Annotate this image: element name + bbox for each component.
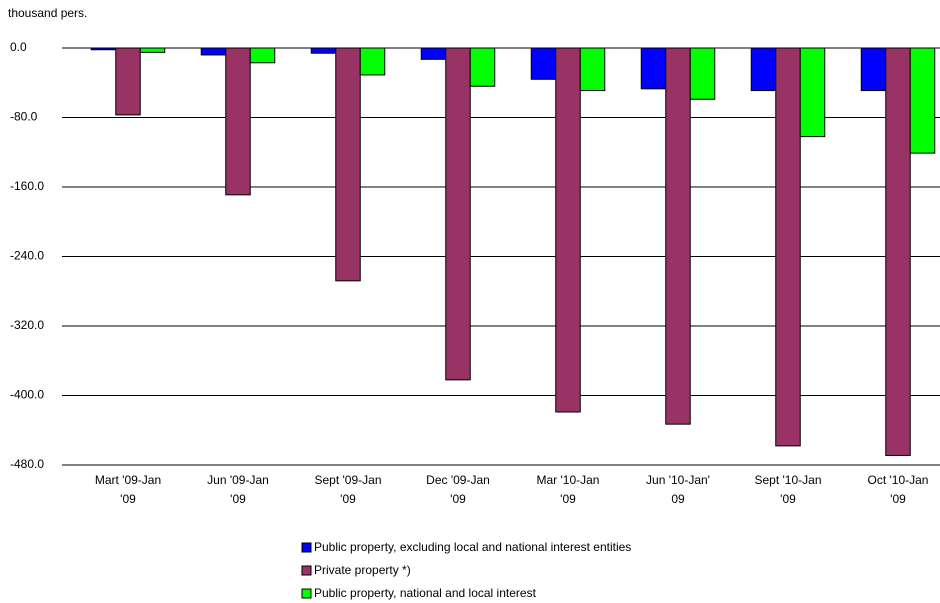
x-tick-label: Mart '09-Jan — [95, 473, 161, 487]
bar — [139, 47, 166, 53]
bar — [750, 47, 777, 92]
bar — [885, 47, 911, 456]
bar — [249, 47, 276, 64]
x-tick-label: '09 — [780, 492, 796, 506]
bar — [579, 47, 606, 92]
bar — [445, 47, 471, 381]
y-tick-label: -80.0 — [10, 110, 38, 124]
bar — [310, 47, 337, 54]
legend-label: Private property *) — [314, 563, 411, 577]
x-tick-label: '09 — [890, 492, 906, 506]
x-tick-label: '09 — [120, 492, 136, 506]
x-tick-label: Dec '09-Jan — [426, 473, 490, 487]
bar — [200, 47, 227, 56]
legend-swatch — [301, 565, 312, 576]
x-tick-label: Sept '09-Jan — [314, 473, 381, 487]
x-tick-label: Jun '10-Jan' — [646, 473, 710, 487]
x-tick-label: 09 — [671, 492, 685, 506]
bar — [799, 47, 826, 138]
bar — [909, 47, 936, 154]
x-tick-label: Oct '10-Jan — [868, 473, 929, 487]
y-tick-label: -240.0 — [10, 249, 44, 263]
x-tick-label: Sept '10-Jan — [754, 473, 821, 487]
y-tick-label: 0.0 — [10, 40, 27, 54]
y-tick-label: -400.0 — [10, 388, 44, 402]
x-tick-label: Jun '09-Jan — [207, 473, 269, 487]
legend-swatch — [301, 588, 312, 599]
bar — [420, 47, 447, 60]
x-tick-label: '09 — [340, 492, 356, 506]
x-tick-label: '09 — [450, 492, 466, 506]
bar — [335, 47, 361, 282]
bar — [225, 47, 251, 196]
y-tick-label: -160.0 — [10, 179, 44, 193]
bar — [775, 47, 801, 447]
legend-label: Public property, excluding local and nat… — [314, 540, 631, 554]
bar — [665, 47, 691, 425]
x-tick-label: '09 — [230, 492, 246, 506]
bar — [359, 47, 386, 76]
y-tick-label: -320.0 — [10, 318, 44, 332]
bar — [90, 47, 117, 51]
bar — [860, 47, 887, 92]
x-tick-label: Mar '10-Jan — [537, 473, 600, 487]
bar — [115, 47, 141, 116]
bar — [689, 47, 716, 100]
legend-swatch — [301, 542, 312, 553]
bar — [640, 47, 667, 90]
bar — [555, 47, 581, 413]
y-axis-label: thousand pers. — [8, 6, 87, 20]
y-tick-label: -480.0 — [10, 457, 44, 471]
bar — [469, 47, 496, 87]
legend-label: Public property, national and local inte… — [314, 586, 537, 600]
x-tick-label: '09 — [560, 492, 576, 506]
bar — [530, 47, 557, 80]
